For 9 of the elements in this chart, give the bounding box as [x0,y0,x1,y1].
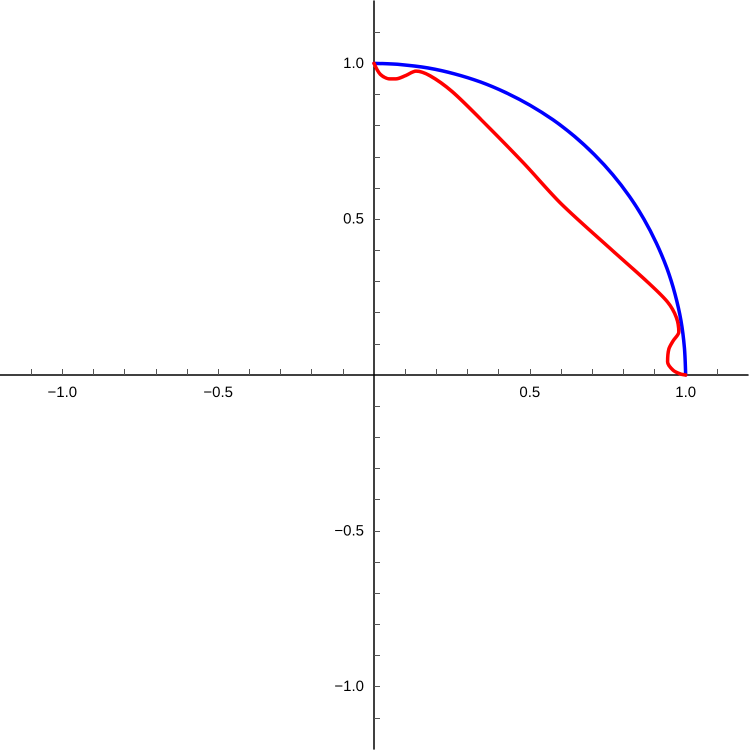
y-tick-label: 1.0 [343,54,364,72]
x-tick-label: 1.0 [675,384,696,401]
y-tick-label: 0.5 [343,210,364,228]
x-tick-label: −1.0 [48,384,78,401]
x-tick-label: 0.5 [519,384,540,401]
line-series [372,62,688,377]
y-tick-label: −0.5 [334,522,364,540]
y-tick-label: −1.0 [334,678,364,696]
x-tick-label: −0.5 [203,384,233,401]
